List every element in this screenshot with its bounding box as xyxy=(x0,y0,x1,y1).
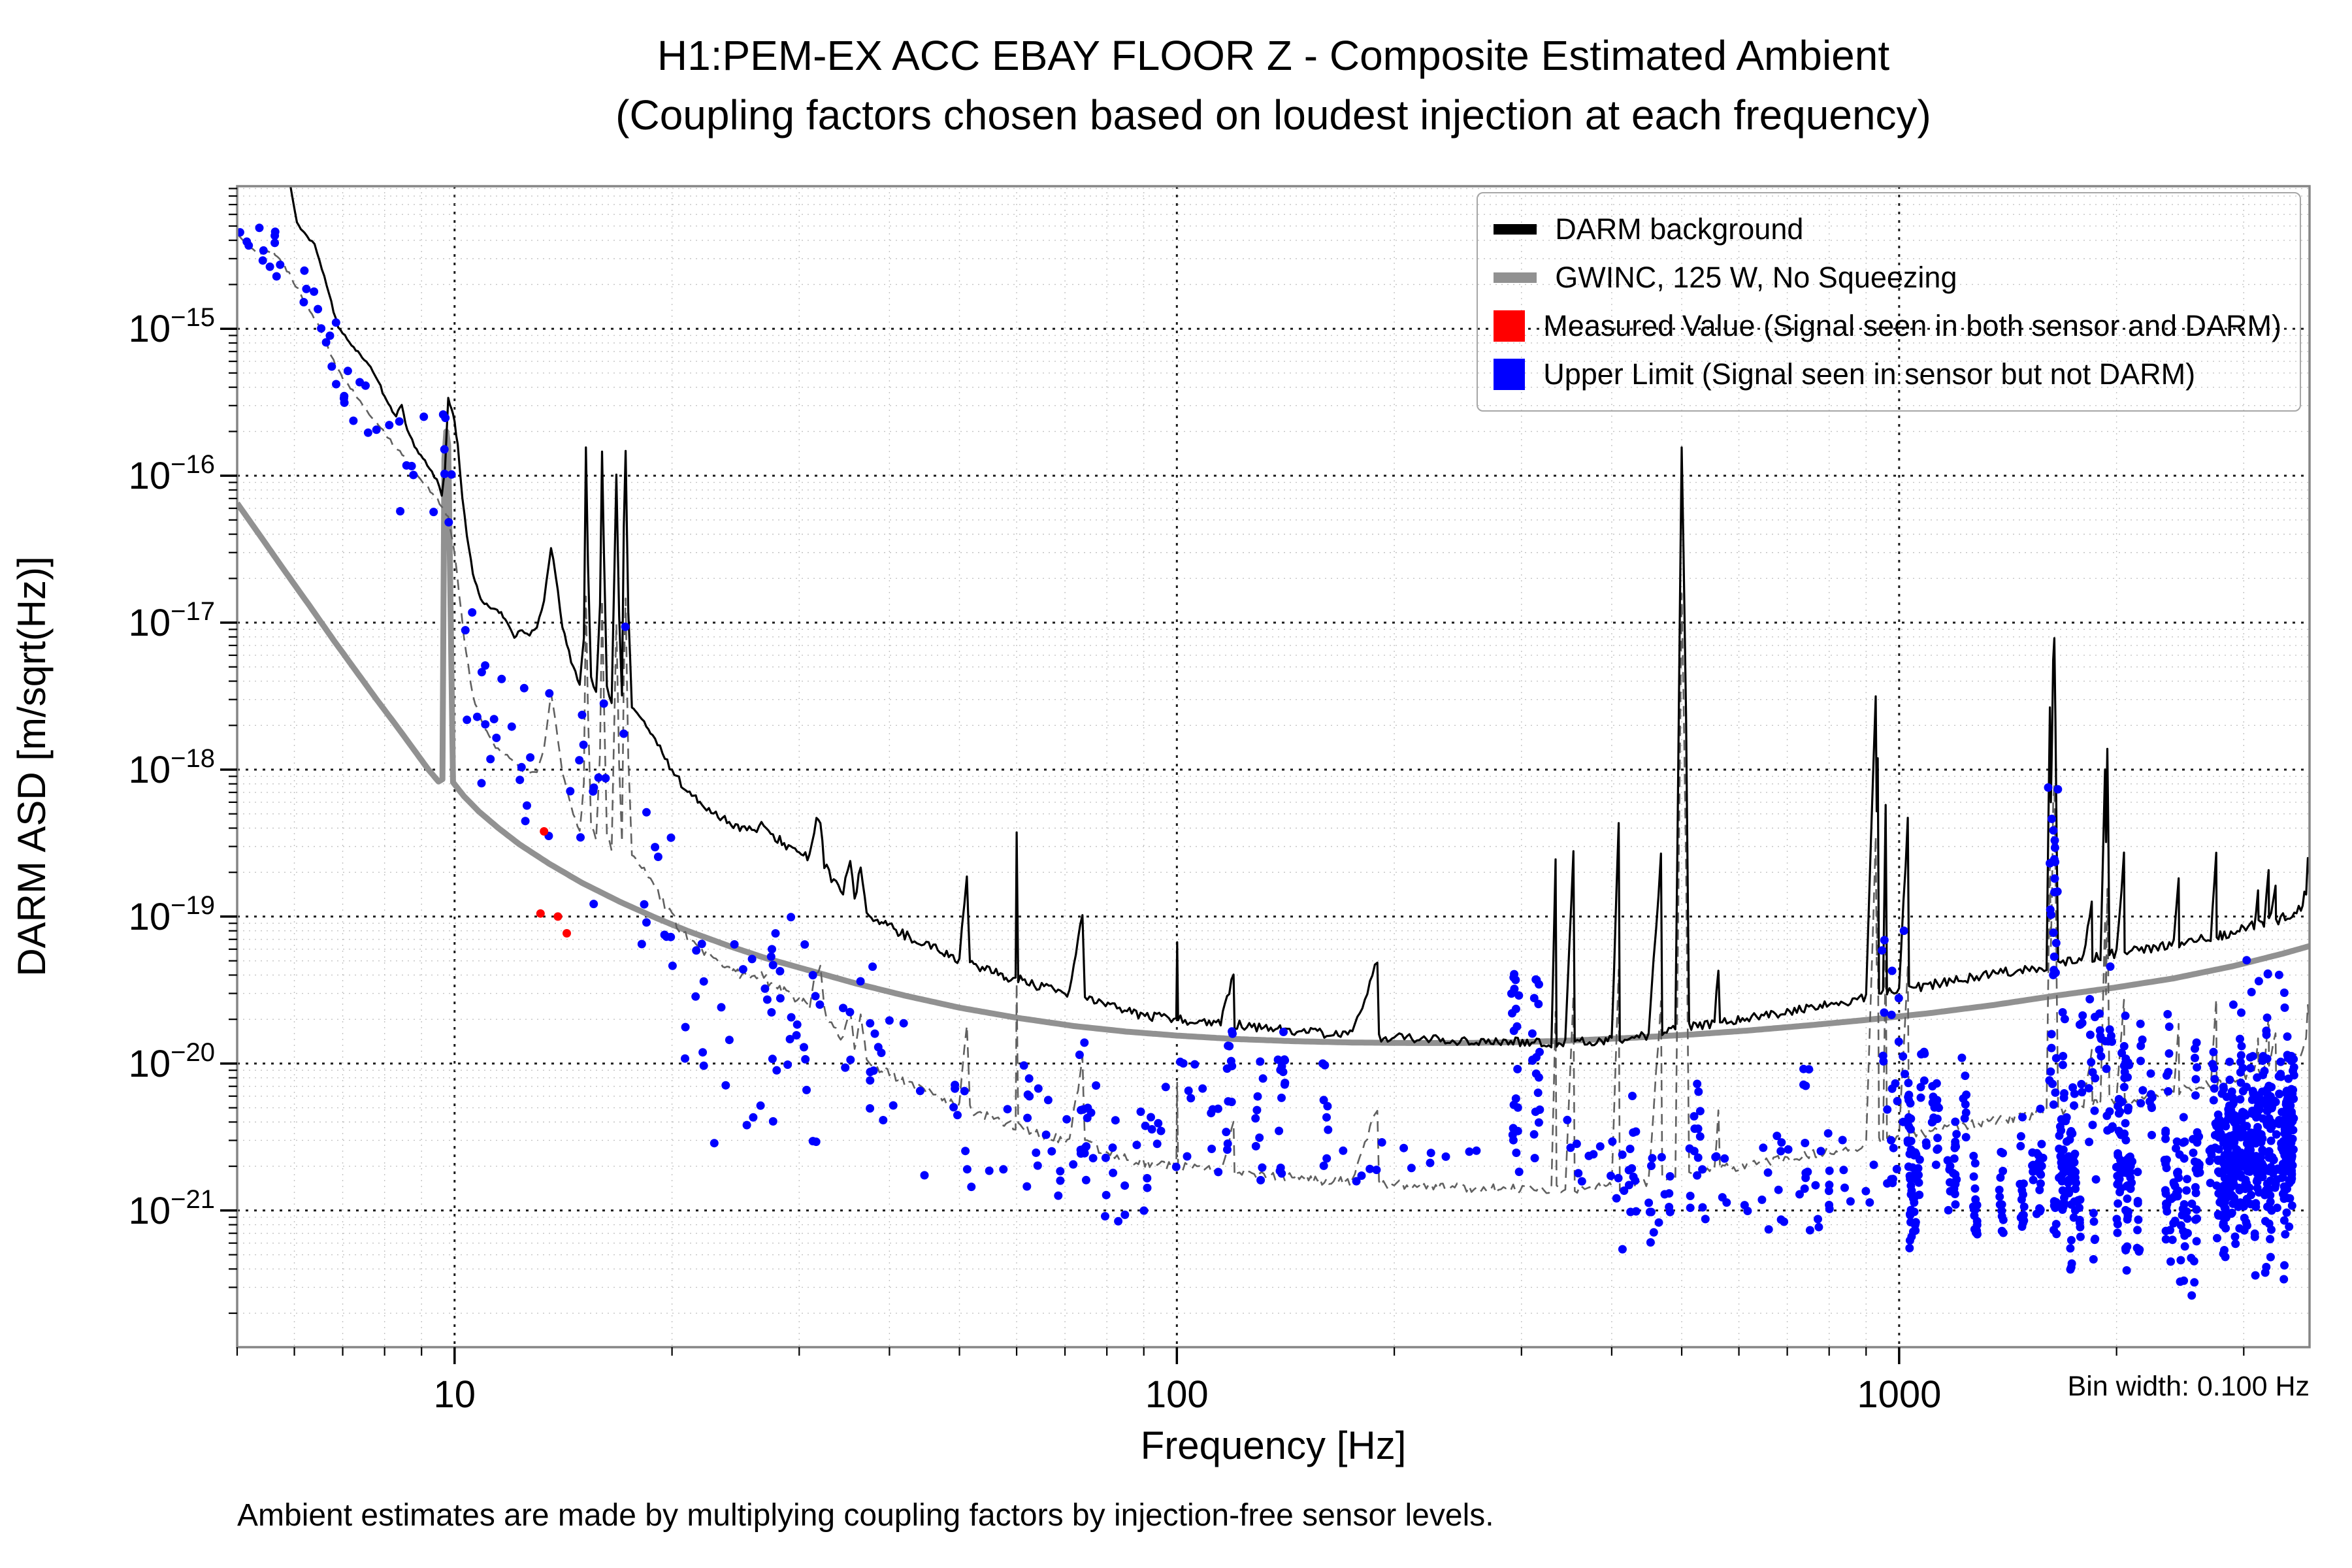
bin-width-note: Bin width: 0.100 Hz xyxy=(2067,1371,2310,1402)
series-darm-background-10 xyxy=(237,231,2310,1195)
y-tick-label: 10−21 xyxy=(129,1185,215,1232)
legend-swatch-measured-value xyxy=(1494,310,1526,342)
legend: DARM background GWINC, 125 W, No Squeezi… xyxy=(1477,192,2301,412)
upper-limit-scatter xyxy=(237,223,2298,1300)
legend-label: DARM background xyxy=(1555,212,1804,246)
series-gwinc-125-w-no-squeezing xyxy=(237,428,2310,1046)
y-tick-label: 10−17 xyxy=(129,597,215,644)
grid xyxy=(237,186,2310,1347)
legend-swatch-gwinc xyxy=(1494,272,1537,283)
y-tick-label: 10−18 xyxy=(129,744,215,791)
chart-title-line1: H1:PEM-EX ACC EBAY FLOOR Z - Composite E… xyxy=(657,32,1890,79)
y-tick-label: 10−19 xyxy=(129,891,215,938)
chart-title-line2: (Coupling factors chosen based on loudes… xyxy=(615,91,1931,139)
footnote: Ambient estimates are made by multiplyin… xyxy=(237,1498,1494,1533)
series-darm-background xyxy=(289,186,2310,1049)
x-axis-label: Frequency [Hz] xyxy=(1140,1424,1407,1467)
tick-labels: 10 100 1000 10−15 10−16 10−17 10−18 10−19 10−20 1… xyxy=(129,303,1942,1416)
legend-label: Upper Limit (Signal seen in sensor but n… xyxy=(1543,357,2196,391)
x-tick-label: 1000 xyxy=(1857,1373,1941,1416)
measured-value-scatter xyxy=(536,827,571,938)
axis-ticks xyxy=(220,188,2245,1364)
legend-label: Measured Value (Signal seen in both sens… xyxy=(1543,309,2281,342)
x-tick-label: 10 xyxy=(434,1373,476,1416)
legend-swatch-darm-background xyxy=(1494,224,1537,235)
legend-item-darm-background: DARM background xyxy=(1494,205,2281,253)
legend-item-gwinc: GWINC, 125 W, No Squeezing xyxy=(1494,253,2281,302)
y-tick-label: 10−15 xyxy=(129,303,215,350)
y-axis-label: DARM ASD [m/sqrt(Hz)] xyxy=(10,556,54,977)
x-tick-label: 100 xyxy=(1145,1373,1209,1416)
legend-label: GWINC, 125 W, No Squeezing xyxy=(1555,261,1957,294)
chart-title: H1:PEM-EX ACC EBAY FLOOR Z - Composite E… xyxy=(237,26,2310,145)
y-tick-label: 10−16 xyxy=(129,450,215,497)
axes-frame xyxy=(236,185,2311,1348)
series-lines xyxy=(237,186,2310,1195)
legend-swatch-upper-limit xyxy=(1494,359,1526,390)
legend-item-measured-value: Measured Value (Signal seen in both sens… xyxy=(1494,302,2281,350)
legend-item-upper-limit: Upper Limit (Signal seen in sensor but n… xyxy=(1494,350,2281,399)
y-tick-label: 10−20 xyxy=(129,1038,215,1085)
